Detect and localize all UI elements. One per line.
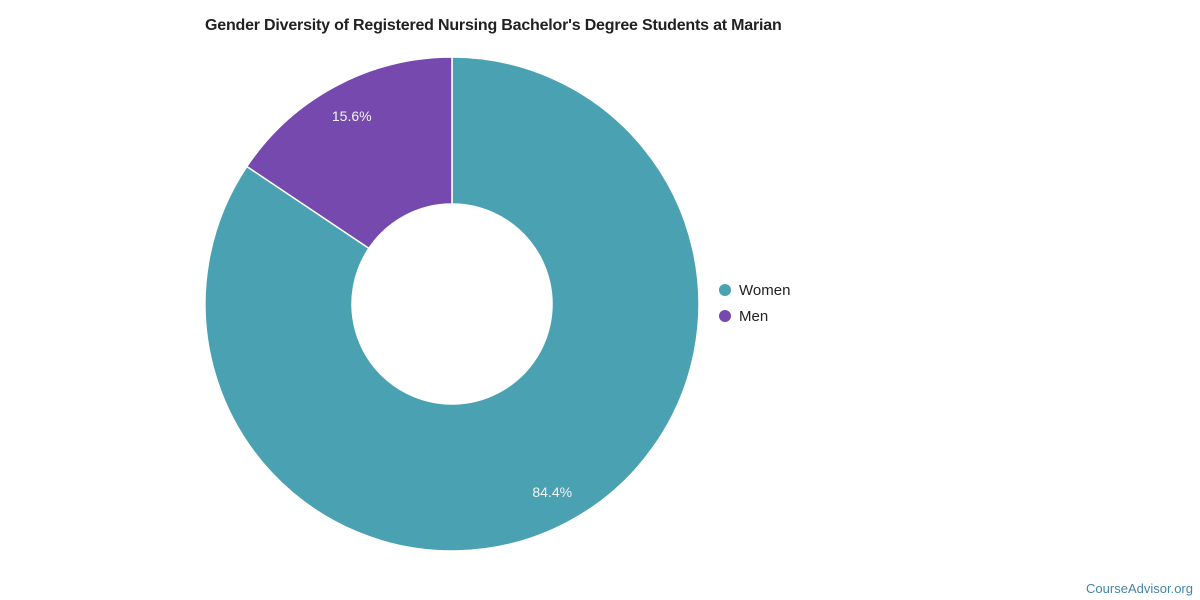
legend-swatch-women-icon <box>719 284 731 296</box>
legend-item-men[interactable]: Men <box>719 303 790 329</box>
legend: Women Men <box>719 277 790 329</box>
pie-slice-men[interactable] <box>245 56 453 250</box>
source-link[interactable]: CourseAdvisor.org <box>1086 581 1193 596</box>
legend-label-men: Men <box>739 307 769 325</box>
chart-title: Gender Diversity of Registered Nursing B… <box>205 17 782 34</box>
pie-slice-women[interactable] <box>204 56 700 552</box>
legend-item-women[interactable]: Women <box>719 277 790 303</box>
legend-swatch-men-icon <box>719 310 731 322</box>
legend-label-women: Women <box>739 281 791 299</box>
